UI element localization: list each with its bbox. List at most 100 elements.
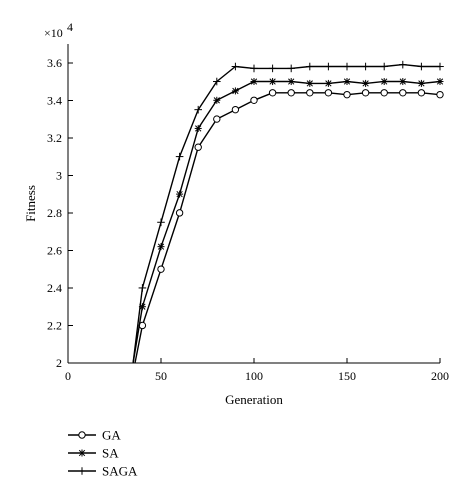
data-point-saga — [231, 62, 240, 71]
data-point-sa-stroke — [381, 78, 388, 85]
data-point-sa — [399, 78, 407, 86]
data-point-sa — [362, 79, 370, 87]
data-point-saga — [306, 62, 314, 71]
y-tick-label: 2 — [56, 356, 62, 370]
data-point-saga — [324, 62, 333, 71]
data-point-ga-shape — [343, 90, 351, 99]
x-tick-label: 50 — [155, 369, 167, 383]
data-point-saga — [287, 64, 295, 73]
legend-layer: GA SA SAGA — [68, 428, 138, 479]
data-point-sa-stroke — [176, 190, 183, 198]
data-point-saga — [175, 152, 184, 161]
data-point-sa — [324, 79, 332, 87]
data-point-sa — [417, 79, 425, 87]
y-tick-label: 2.4 — [47, 281, 62, 295]
data-point-sa-stroke — [418, 80, 425, 87]
data-point-sa — [343, 78, 351, 86]
y-tick-label: 3.6 — [47, 56, 62, 70]
series-layer — [132, 60, 444, 364]
data-point-ga-shape — [287, 89, 295, 97]
y-axis-title: Fitness — [23, 185, 38, 222]
data-point-ga — [268, 89, 277, 97]
data-point-saga — [361, 62, 370, 71]
legend-label-saga: SAGA — [102, 464, 138, 479]
data-point-sa — [436, 78, 444, 86]
data-point-ga — [231, 105, 240, 114]
x-tick-label: 0 — [65, 369, 71, 383]
axes-layer: 0 50 100 150 200 2 2.2 2.4 2.6 2.8 3 3.2 3.4 3.6 ×10 4 G… — [23, 20, 449, 407]
data-point-sa — [231, 87, 239, 95]
data-point-ga — [380, 89, 388, 97]
y-tick-label: 3 — [56, 168, 62, 182]
data-point-ga-shape — [324, 89, 333, 97]
legend-marker-saga — [78, 467, 86, 475]
legend-item-ga: GA — [68, 428, 121, 443]
data-point-sa-stroke — [195, 125, 202, 132]
data-point-ga — [287, 89, 295, 97]
data-point-ga-shape — [268, 89, 277, 97]
data-point-ga-shape — [250, 96, 258, 104]
data-point-sa-stroke — [362, 80, 369, 87]
data-point-ga-shape — [436, 90, 444, 99]
data-point-ga-shape — [399, 89, 407, 97]
y-tick-label: 3.4 — [47, 93, 62, 107]
y-multiplier-exponent: 4 — [67, 20, 73, 34]
data-point-sa-stroke — [343, 78, 351, 85]
data-point-saga — [268, 64, 277, 73]
data-point-sa-stroke — [436, 78, 444, 85]
data-point-saga — [417, 62, 426, 71]
data-point-saga — [157, 218, 165, 227]
data-point-saga — [213, 77, 221, 86]
data-point-saga — [194, 105, 202, 114]
data-point-ga — [175, 209, 184, 217]
data-point-sa — [250, 78, 258, 86]
legend-item-saga: SAGA — [68, 464, 138, 479]
data-point-ga-shape — [194, 143, 202, 151]
y-tick-label: 2.2 — [47, 318, 62, 332]
data-point-sa — [213, 96, 221, 104]
y-tick-label: 2.6 — [47, 243, 62, 257]
data-point-sa-stroke — [325, 80, 332, 87]
x-tick-label: 200 — [431, 369, 449, 383]
x-axis-title: Generation — [225, 392, 283, 407]
data-point-sa-stroke — [269, 78, 276, 85]
data-point-sa-stroke — [213, 97, 220, 104]
data-point-saga — [436, 62, 444, 71]
series-line-ga — [134, 92, 441, 364]
legend-item-sa: SA — [68, 446, 119, 461]
data-point-saga — [380, 62, 388, 71]
data-point-ga-shape — [157, 265, 165, 273]
data-point-sa-stroke — [288, 78, 295, 85]
series-line-sa — [132, 80, 441, 364]
data-point-ga — [157, 265, 165, 273]
data-point-sa — [194, 124, 202, 132]
data-point-sa — [306, 79, 314, 87]
y-tick-label: 2.8 — [47, 206, 62, 220]
legend-marker-sa-stroke — [78, 449, 86, 457]
data-point-ga-shape — [361, 89, 370, 97]
data-point-sa-stroke — [232, 87, 239, 95]
legend-marker-sa — [78, 449, 86, 457]
data-point-saga — [250, 64, 258, 73]
legend-label-ga: GA — [102, 428, 121, 443]
data-point-ga — [343, 90, 351, 99]
data-point-saga — [138, 284, 147, 292]
data-point-ga-shape — [213, 115, 221, 123]
data-point-ga — [306, 89, 314, 97]
data-point-saga — [399, 60, 407, 69]
y-tick-label: 3.2 — [47, 131, 62, 145]
legend-marker-ga-shape — [78, 431, 86, 439]
data-point-saga — [343, 62, 351, 71]
data-point-sa — [176, 190, 184, 198]
data-point-ga — [213, 115, 221, 123]
y-multiplier-label: ×10 — [44, 26, 63, 40]
data-point-ga-shape — [306, 89, 314, 97]
data-point-sa — [287, 78, 295, 86]
data-point-ga — [417, 89, 426, 97]
data-point-sa-stroke — [250, 78, 258, 85]
data-point-ga-shape — [380, 89, 388, 97]
x-tick-label: 150 — [338, 369, 356, 383]
data-point-sa — [269, 78, 277, 86]
